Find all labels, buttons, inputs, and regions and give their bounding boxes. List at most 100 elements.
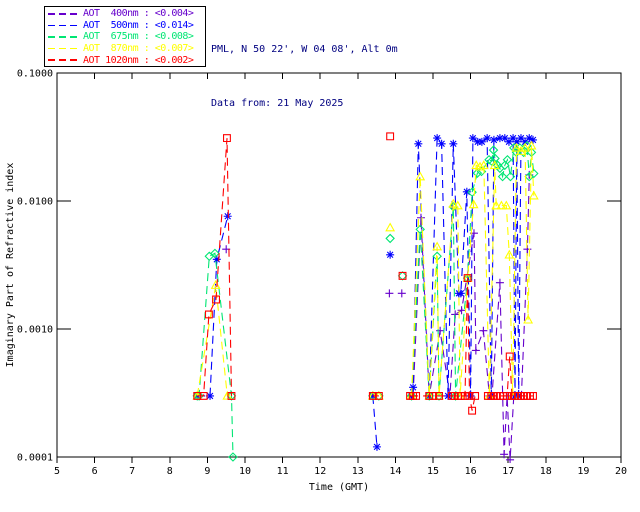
marker-asterisk-500nm — [509, 134, 518, 143]
station-header: PML, N 50 22', W 04 08', Alt 0m Data fro… — [211, 5, 398, 149]
marker-plus-400nm — [457, 306, 466, 315]
marker-asterisk-500nm — [223, 212, 232, 221]
marker-asterisk-500nm — [483, 134, 492, 143]
marker-diamond-675nm — [502, 154, 513, 165]
marker-square-1020nm — [505, 352, 514, 361]
x-tick-label-11: 11 — [277, 466, 289, 477]
legend: AOT 400nm : <0.004> AOT 500nm : <0.014> AO… — [44, 6, 206, 67]
legend-dash-1020nm — [48, 59, 78, 61]
series-1020nm — [193, 132, 537, 415]
legend-dash-400nm — [48, 13, 78, 15]
x-tick-label-12: 12 — [314, 466, 326, 477]
series-line-870nm — [196, 285, 228, 396]
marker-asterisk-500nm — [477, 137, 486, 146]
marker-plus-400nm — [397, 289, 406, 298]
marker-triangle-870nm — [528, 190, 539, 200]
marker-asterisk-500nm — [414, 139, 423, 148]
marker-asterisk-500nm — [386, 250, 395, 259]
marker-asterisk-500nm — [495, 134, 504, 143]
legend-item-500nm: AOT 500nm : <0.014> — [48, 20, 205, 32]
marker-triangle-870nm — [452, 200, 463, 210]
marker-triangle-870nm — [385, 222, 396, 232]
marker-square-1020nm — [227, 391, 236, 400]
marker-asterisk-500nm — [521, 137, 530, 146]
marker-asterisk-500nm — [516, 134, 525, 143]
legend-item-400nm: AOT 400nm : <0.004> — [48, 8, 205, 20]
marker-diamond-675nm — [194, 391, 204, 401]
marker-triangle-870nm — [478, 160, 489, 170]
legend-item-870nm: AOT 870nm : <0.007> — [48, 43, 205, 55]
legend-label-400nm: AOT 400nm : <0.004> — [83, 8, 194, 20]
marker-square-1020nm — [223, 134, 231, 143]
marker-asterisk-500nm — [206, 391, 215, 400]
marker-asterisk-500nm — [456, 289, 465, 298]
y-tick-label-0.0100: 0.0100 — [17, 197, 53, 208]
marker-plus-400nm — [385, 289, 394, 298]
x-tick-label-15: 15 — [427, 466, 439, 477]
marker-triangle-870nm — [448, 198, 459, 208]
marker-plus-400nm — [471, 346, 480, 355]
legend-label-870nm: AOT 870nm : <0.007> — [83, 43, 194, 55]
marker-asterisk-500nm — [433, 134, 442, 143]
x-axis-label: Time (GMT) — [309, 482, 369, 493]
marker-asterisk-500nm — [500, 134, 509, 143]
marker-square-1020nm — [529, 391, 537, 400]
marker-asterisk-500nm — [437, 139, 446, 148]
marker-asterisk-500nm — [473, 137, 482, 146]
axes — [56, 72, 622, 463]
marker-asterisk-500nm — [462, 187, 471, 196]
marker-asterisk-500nm — [449, 139, 458, 148]
x-tick-label-7: 7 — [129, 466, 135, 477]
series-400nm — [222, 170, 534, 463]
marker-plus-400nm — [500, 450, 509, 459]
marker-square-1020nm — [199, 391, 208, 400]
marker-asterisk-500nm — [466, 391, 475, 400]
series-675nm — [192, 141, 539, 462]
legend-item-675nm: AOT 675nm : <0.008> — [48, 31, 205, 43]
marker-triangle-870nm — [432, 241, 443, 251]
y-tick-label-0.0001: 0.0001 — [17, 453, 53, 464]
legend-dash-870nm — [48, 47, 78, 50]
marker-diamond-675nm — [472, 168, 483, 178]
marker-square-1020nm — [435, 391, 443, 400]
marker-asterisk-500nm — [512, 137, 521, 146]
legend-dash-675nm — [48, 36, 78, 38]
marker-triangle-870nm — [491, 200, 502, 210]
x-tick-label-18: 18 — [540, 466, 552, 477]
y-axis-label: Imaginary Part of Refractive index — [5, 163, 16, 368]
series-500nm — [193, 134, 538, 451]
marker-diamond-675nm — [424, 391, 435, 401]
marker-diamond-675nm — [385, 233, 395, 244]
x-tick-label-10: 10 — [239, 466, 251, 477]
marker-plus-400nm — [479, 326, 488, 335]
marker-square-1020nm — [468, 406, 477, 415]
x-tick-label-16: 16 — [465, 466, 477, 477]
marker-diamond-675nm — [210, 248, 220, 259]
marker-diamond-675nm — [406, 391, 417, 401]
marker-triangle-870nm — [526, 140, 537, 150]
marker-diamond-675nm — [505, 171, 516, 182]
y-tick-label-0.0010: 0.0010 — [17, 325, 53, 336]
marker-diamond-675nm — [204, 251, 215, 262]
marker-triangle-870nm — [489, 160, 500, 170]
marker-triangle-870nm — [468, 199, 479, 209]
marker-triangle-870nm — [501, 200, 512, 210]
marker-square-1020nm — [374, 391, 383, 400]
x-tick-label-5: 5 — [54, 466, 60, 477]
marker-asterisk-500nm — [489, 135, 498, 144]
series-line-675nm — [411, 143, 535, 396]
marker-square-1020nm — [463, 274, 472, 283]
marker-triangle-870nm — [210, 280, 221, 289]
marker-asterisk-500nm — [504, 137, 513, 146]
data-date: Data from: 21 May 2025 — [211, 98, 344, 109]
marker-asterisk-500nm — [409, 383, 418, 392]
marker-diamond-675nm — [486, 156, 497, 166]
x-tick-label-13: 13 — [352, 466, 364, 477]
marker-triangle-870nm — [523, 314, 534, 324]
marker-diamond-675nm — [415, 224, 425, 235]
series-line-1020nm — [197, 138, 233, 397]
marker-asterisk-500nm — [468, 134, 477, 143]
marker-plus-400nm — [495, 278, 504, 287]
marker-diamond-675nm — [488, 145, 499, 155]
